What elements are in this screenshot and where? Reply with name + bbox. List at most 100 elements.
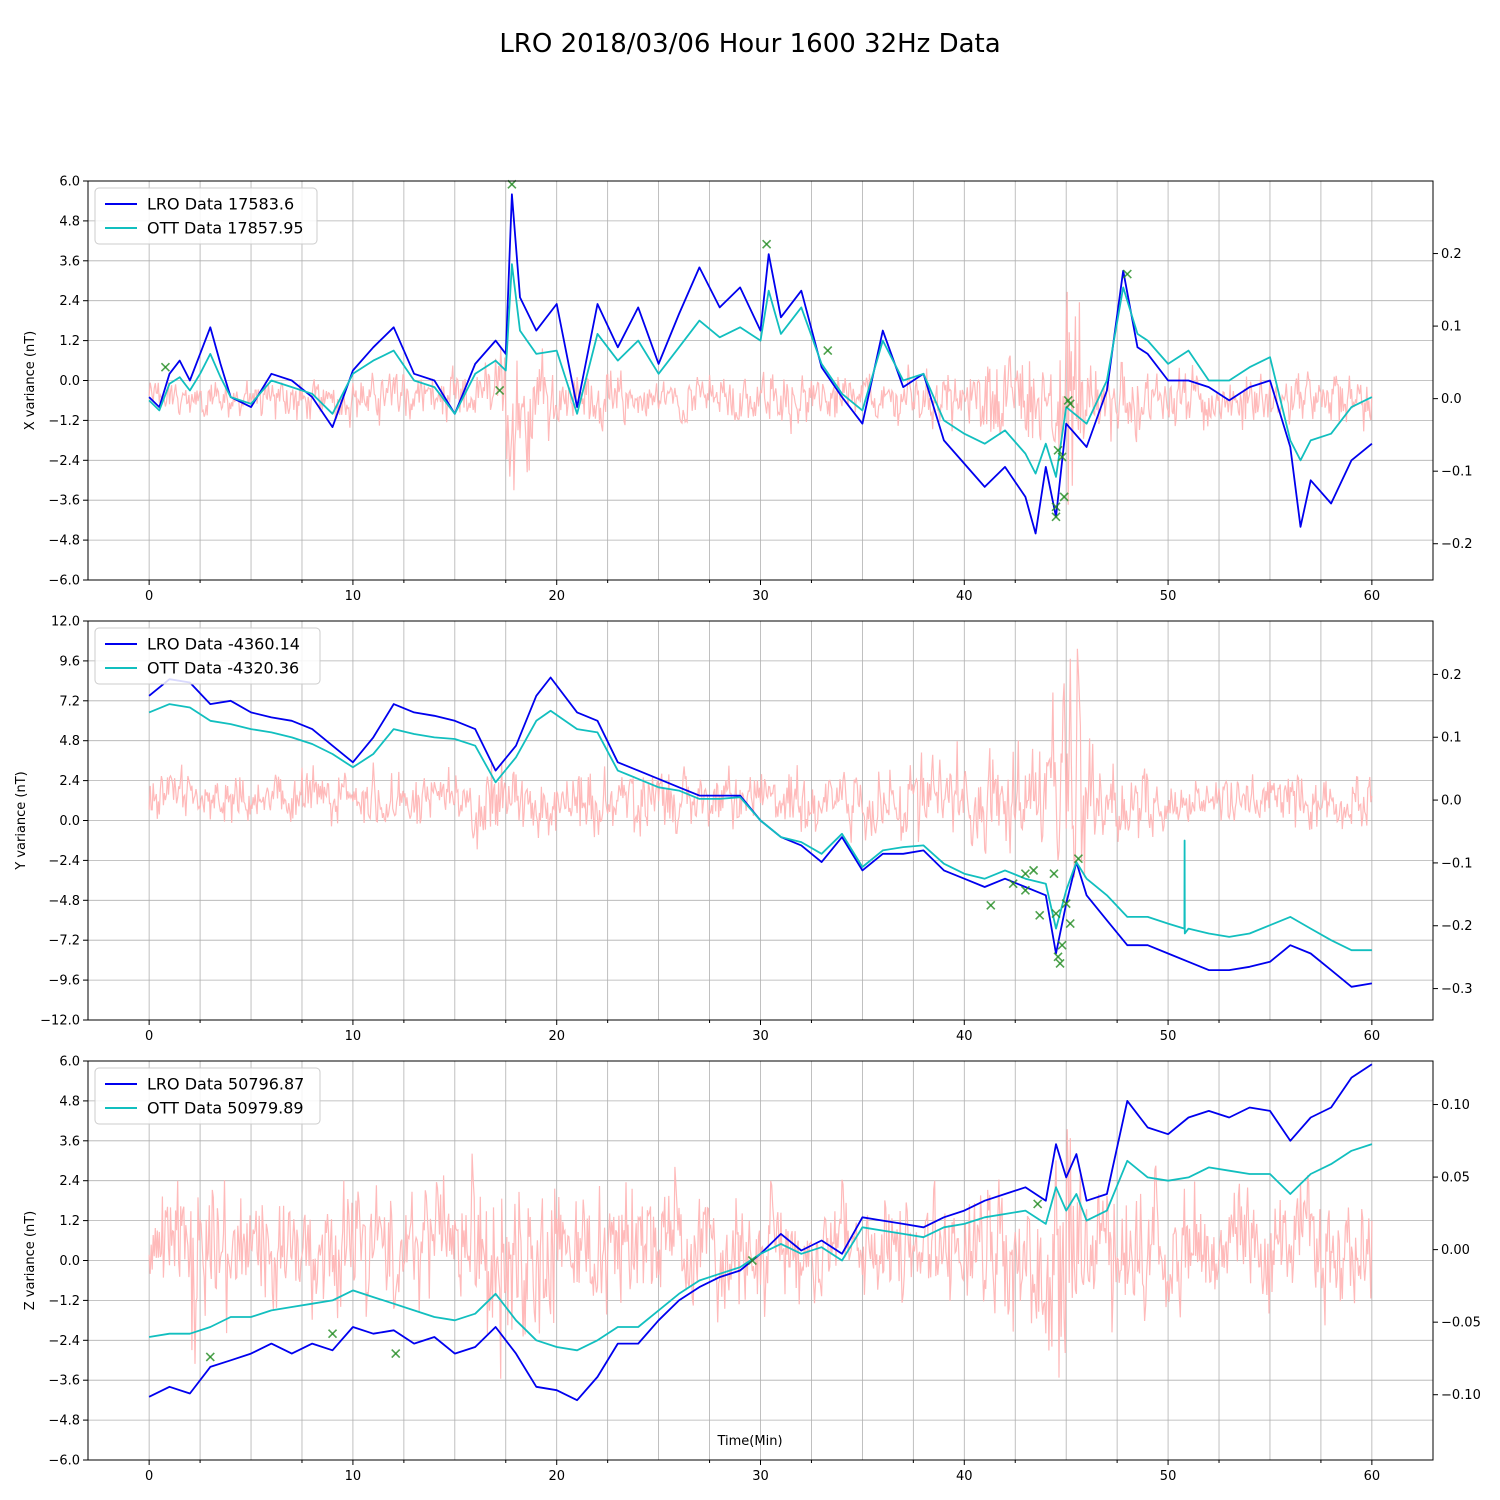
y-tick-label: −4.8 bbox=[48, 1414, 80, 1429]
event-marker-stroke bbox=[205, 1352, 215, 1362]
event-marker bbox=[1051, 909, 1061, 919]
y-tick-label: −7.2 bbox=[48, 934, 80, 949]
event-marker bbox=[1049, 869, 1059, 879]
event-marker bbox=[1053, 445, 1063, 455]
y-tick-label: −2.4 bbox=[48, 854, 80, 869]
y2-tick-label: 0.2 bbox=[1441, 668, 1462, 683]
y-axis-label: X variance (nT) bbox=[23, 331, 38, 430]
y-tick-label: 0.0 bbox=[59, 374, 80, 389]
y-tick-label: 1.2 bbox=[59, 334, 80, 349]
y2-tick-label: 0.1 bbox=[1441, 731, 1462, 746]
y-tick-label: −1.2 bbox=[48, 1294, 80, 1309]
x-tick-label: 40 bbox=[956, 589, 973, 604]
y-tick-label: 0.0 bbox=[59, 1254, 80, 1269]
x-tick-label: 0 bbox=[145, 1029, 153, 1044]
legend-entry-label: LRO Data 17583.6 bbox=[147, 195, 294, 214]
event-marker bbox=[986, 900, 996, 910]
legend-entry-label: OTT Data 50979.89 bbox=[147, 1099, 304, 1118]
event-marker-stroke bbox=[747, 1255, 757, 1266]
event-marker-stroke bbox=[823, 346, 833, 356]
y-tick-label: −2.4 bbox=[48, 454, 80, 469]
event-marker-stroke bbox=[1051, 512, 1061, 522]
y-tick-label: 3.6 bbox=[59, 1134, 80, 1149]
event-marker bbox=[1033, 1199, 1043, 1209]
event-marker-stroke bbox=[1057, 940, 1067, 950]
event-marker bbox=[1029, 865, 1039, 875]
legend: LRO Data 17583.6 OTT Data 17857.95 bbox=[94, 187, 318, 245]
ott-series-line bbox=[148, 1143, 1373, 1352]
y-tick-label: 9.6 bbox=[59, 654, 80, 669]
x-tick-label: 60 bbox=[1364, 1469, 1381, 1484]
lro-series-line bbox=[148, 1063, 1373, 1402]
event-marker bbox=[1065, 919, 1075, 929]
event-marker-stroke bbox=[1065, 399, 1075, 409]
event-marker-stroke bbox=[1020, 869, 1030, 879]
ott-series-line bbox=[148, 263, 1373, 478]
event-marker bbox=[762, 239, 772, 249]
event-marker-stroke bbox=[1063, 395, 1073, 406]
event-marker-stroke bbox=[986, 900, 996, 910]
legend: LRO Data -4360.14 OTT Data -4320.36 bbox=[94, 627, 321, 685]
legend-entry-label: LRO Data 50796.87 bbox=[147, 1075, 304, 1094]
event-marker-stroke bbox=[1008, 879, 1018, 889]
y-tick-label: −3.6 bbox=[48, 1374, 80, 1389]
lro-series-line bbox=[148, 193, 1373, 535]
subplot-y: 0 10 20 30 40 50 60 12.0 9.6 7.2 4.8 2.4 0.0 −2.4 −4.8… bbox=[14, 615, 1473, 1045]
y-axis-label: Z variance (nT) bbox=[23, 1211, 38, 1310]
x-tick-label: 60 bbox=[1364, 589, 1381, 604]
y-tick-label: 4.8 bbox=[59, 734, 80, 749]
event-marker-stroke bbox=[1051, 502, 1061, 512]
x-tick-label: 20 bbox=[548, 589, 565, 604]
x-tick-label: 60 bbox=[1364, 1029, 1381, 1044]
event-marker-stroke bbox=[391, 1349, 401, 1359]
event-marker bbox=[205, 1352, 215, 1362]
y2-tick-label: −0.05 bbox=[1441, 1316, 1481, 1331]
y-tick-label: 1.2 bbox=[59, 1214, 80, 1229]
event-marker bbox=[507, 179, 517, 189]
y2-tick-label: −0.1 bbox=[1441, 465, 1473, 480]
y-tick-label: 2.4 bbox=[59, 294, 80, 309]
x-tick-label: 50 bbox=[1160, 1029, 1177, 1044]
event-marker-stroke bbox=[1020, 885, 1030, 895]
y2-tick-label: 0.1 bbox=[1441, 320, 1462, 335]
y2-tick-label: 0.2 bbox=[1441, 247, 1462, 262]
event-marker bbox=[495, 385, 505, 396]
event-marker-stroke bbox=[1029, 865, 1039, 875]
event-marker-stroke bbox=[495, 385, 505, 396]
event-marker bbox=[1057, 452, 1067, 462]
legend-entry-label: OTT Data -4320.36 bbox=[147, 659, 299, 678]
y-tick-label: −4.8 bbox=[48, 894, 80, 909]
y2-tick-label: −0.1 bbox=[1441, 856, 1473, 871]
event-marker bbox=[1051, 512, 1061, 522]
y-tick-label: 2.4 bbox=[59, 774, 80, 789]
x-tick-label: 0 bbox=[145, 589, 153, 604]
legend-entry-label: LRO Data -4360.14 bbox=[147, 635, 300, 654]
event-marker bbox=[823, 346, 833, 356]
x-tick-label: 10 bbox=[345, 1469, 362, 1484]
legend-box bbox=[94, 627, 321, 685]
y-tick-label: 7.2 bbox=[59, 694, 80, 709]
y-tick-label: 4.8 bbox=[59, 1094, 80, 1109]
event-marker bbox=[1008, 879, 1018, 889]
figure-title: LRO 2018/03/06 Hour 1600 32Hz Data bbox=[499, 29, 1000, 59]
x-tick-label: 40 bbox=[956, 1029, 973, 1044]
event-marker-stroke bbox=[507, 179, 517, 189]
event-marker bbox=[747, 1255, 757, 1266]
event-marker bbox=[1020, 869, 1030, 879]
event-marker bbox=[160, 362, 171, 372]
event-marker-stroke bbox=[1049, 869, 1059, 879]
event-marker bbox=[1020, 885, 1030, 895]
x-tick-label: 30 bbox=[752, 589, 769, 604]
difference-series-line bbox=[148, 291, 1373, 505]
event-marker-stroke bbox=[1061, 899, 1071, 909]
event-marker bbox=[391, 1349, 401, 1359]
y2-tick-label: 0.10 bbox=[1441, 1098, 1470, 1113]
event-marker-stroke bbox=[1035, 910, 1045, 920]
event-marker bbox=[1073, 854, 1083, 864]
event-marker bbox=[1059, 492, 1069, 502]
legend-entry-label: OTT Data 17857.95 bbox=[147, 219, 304, 238]
event-marker bbox=[1122, 269, 1132, 279]
x-tick-label: 20 bbox=[548, 1029, 565, 1044]
event-marker bbox=[1057, 940, 1067, 950]
